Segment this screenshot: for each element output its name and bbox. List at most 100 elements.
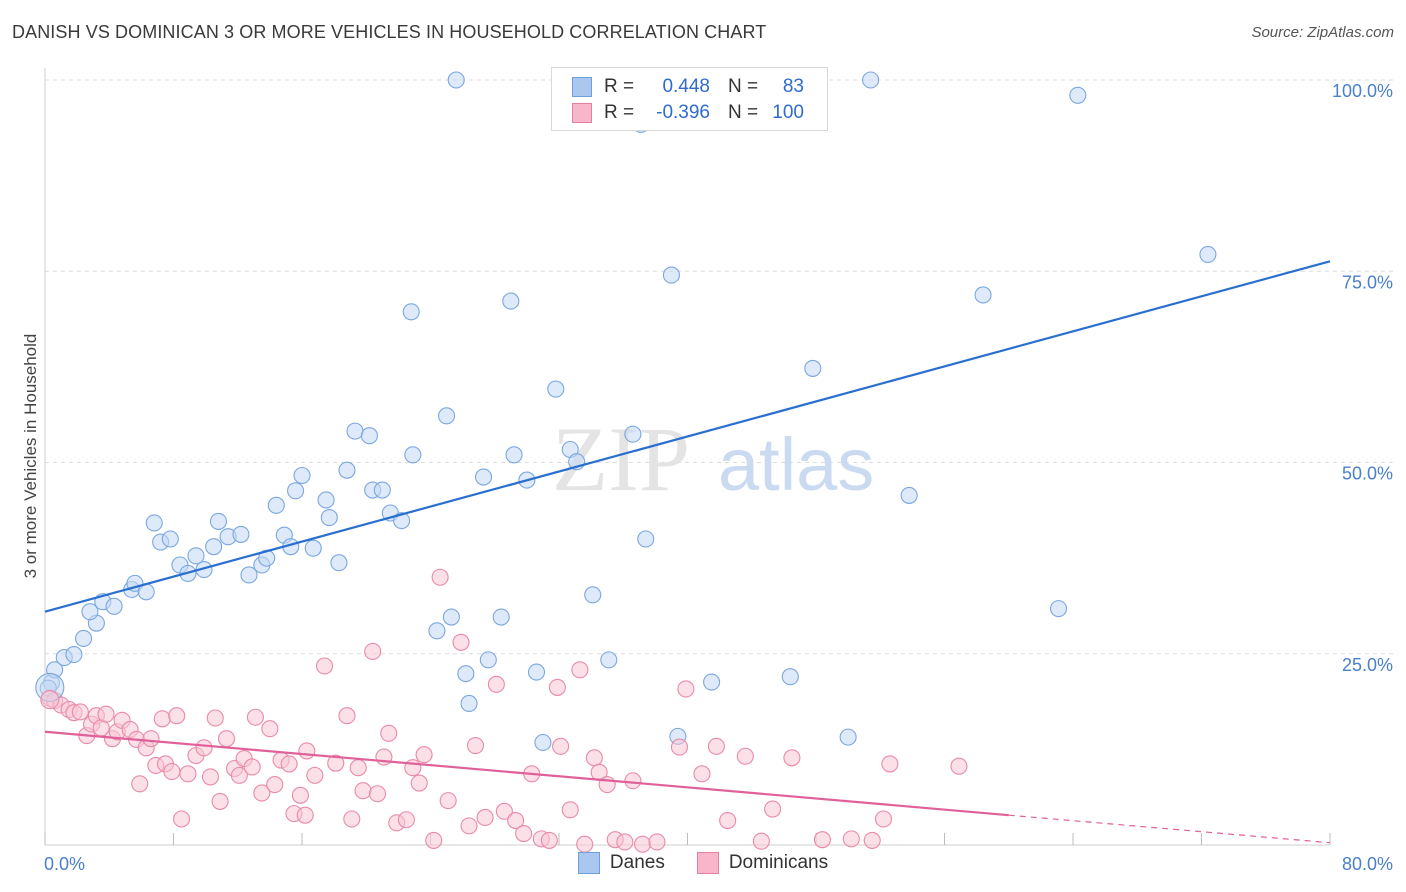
dominicans-point: [380, 724, 398, 742]
dominicans-point: [585, 749, 603, 767]
dominicans-point: [693, 765, 711, 783]
danes-point: [862, 71, 880, 89]
axes: [44, 68, 1331, 846]
dominicans-point: [842, 830, 860, 848]
dominicans-point: [495, 802, 513, 820]
dominicans-point: [261, 720, 279, 738]
dominicans-point: [452, 633, 470, 651]
dominicans-point: [950, 757, 968, 775]
danes-point: [338, 461, 356, 479]
danes-point: [161, 530, 179, 548]
legend-item-dominicans[interactable]: Dominicans: [696, 852, 828, 874]
y-tick-label: 50.0%: [1342, 464, 1393, 484]
dominicans-point: [476, 808, 494, 827]
danes-point: [81, 603, 99, 621]
danes-point: [492, 608, 510, 626]
danes-point: [438, 407, 456, 425]
dominicans-trend-extension: [1008, 814, 1331, 844]
r-label: R =: [604, 102, 635, 123]
dominicans-point: [163, 763, 181, 781]
dominicans-point: [230, 766, 248, 784]
danes-point: [209, 512, 228, 530]
danes-swatch: [572, 77, 592, 97]
dominicans-point: [571, 661, 589, 679]
danes-point: [187, 547, 205, 565]
dominicans-point: [507, 811, 525, 830]
danes-point: [637, 530, 655, 548]
dominicans-point: [153, 710, 171, 728]
y-axis-title: 3 or more Vehicles in Household: [21, 334, 40, 579]
dominicans-swatch: [572, 103, 592, 123]
danes-point: [447, 71, 465, 89]
danes-point: [900, 486, 918, 504]
dominicans-point: [670, 738, 689, 756]
dominicans-point: [410, 774, 428, 792]
danes-point: [402, 303, 420, 321]
danes-point: [75, 629, 93, 648]
danes-point: [330, 554, 348, 572]
dominicans-point: [97, 705, 115, 723]
y-tick-label: 75.0%: [1342, 272, 1393, 292]
danes-point: [479, 651, 497, 669]
danes-point: [404, 446, 422, 464]
danes-point: [534, 733, 552, 752]
dominicans-point: [439, 792, 457, 810]
dominicans-point: [71, 703, 89, 721]
dominicans-swatch: [696, 852, 719, 874]
danes-point: [346, 422, 364, 440]
dominicans-point: [298, 742, 316, 760]
dominicans-point: [648, 833, 666, 851]
dominicans-point: [874, 810, 893, 828]
dominicans-point: [881, 755, 899, 773]
dominicans-point: [783, 749, 801, 767]
danes-swatch: [577, 852, 600, 874]
source-label: Source: ZipAtlas.com: [1251, 24, 1394, 41]
dominicans-point: [40, 690, 60, 710]
danes-point: [624, 425, 642, 443]
danes-point: [232, 525, 250, 543]
tick-labels: 25.0% 50.0% 75.0% 100.0% 0.0% 80.0%: [44, 81, 1393, 874]
danes-point: [287, 482, 305, 500]
danes-point: [600, 651, 618, 669]
danes-point: [505, 446, 523, 464]
x-tick-label: 0.0%: [44, 854, 85, 874]
dominicans-point: [291, 786, 309, 804]
dominicans-point: [624, 772, 642, 790]
dominicans-point: [179, 765, 197, 783]
legend-item-danes[interactable]: Danes: [577, 852, 665, 874]
dominicans-trend-line: [44, 730, 1009, 817]
danes-point: [502, 292, 520, 310]
dominicans-point: [460, 817, 478, 835]
dominicans-point: [168, 707, 186, 725]
dominicans-point: [863, 831, 881, 849]
dominicans-point: [266, 776, 284, 794]
dominicans-point: [540, 831, 558, 849]
dominicans-point: [364, 642, 382, 661]
dominicans-point: [172, 810, 191, 828]
danes-point: [205, 538, 223, 556]
dominicans-point: [425, 831, 443, 849]
danes-point: [320, 509, 338, 527]
dominicans-point: [487, 675, 505, 693]
dominicans-point: [466, 736, 485, 755]
dominicans-point: [561, 801, 579, 819]
danes-point: [428, 622, 446, 640]
stats-legend: R = 0.448 N = 83 R = -0.396 N = 100: [551, 67, 828, 131]
danes-point: [240, 566, 258, 584]
danes-point: [145, 514, 163, 532]
dominicans-point: [677, 680, 695, 698]
dominicans-point: [306, 766, 324, 784]
n-label: N =: [728, 76, 759, 97]
dominicans-point: [415, 746, 433, 764]
danes-point: [974, 286, 992, 304]
legend-row-danes: R = 0.448 N = 83: [572, 75, 804, 99]
dominicans-point: [195, 739, 213, 757]
dominicans-point: [315, 657, 334, 675]
dominicans-point: [131, 775, 149, 793]
danes-point: [703, 673, 721, 691]
danes-trend-line: [44, 260, 1331, 613]
trend-lines: [44, 260, 1331, 844]
dominicans-point: [142, 730, 160, 748]
danes-point: [65, 645, 83, 664]
